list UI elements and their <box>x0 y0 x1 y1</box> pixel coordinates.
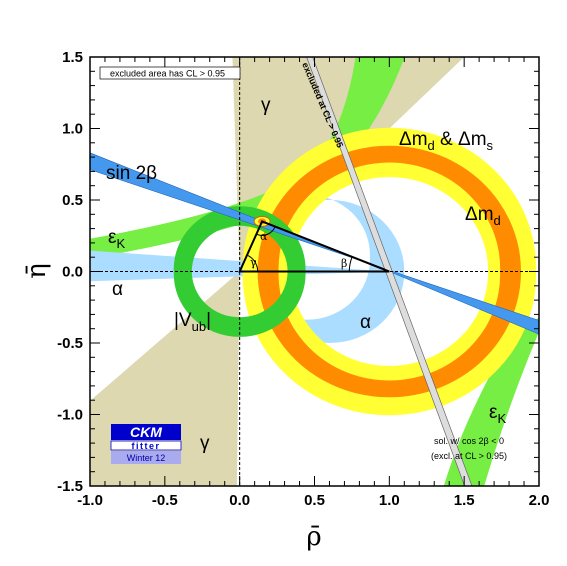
y-tick-labels: 1.5 1.0 0.5 0.0 -0.5 -1.0 -1.5 <box>57 49 83 495</box>
x-tick-label: 2.0 <box>529 492 550 509</box>
dmd-dms-label: Δmd & Δms <box>399 129 494 153</box>
epsk-label-left: εK <box>108 227 125 251</box>
axis-ticks <box>89 56 540 487</box>
dmd-label: Δmd <box>465 204 501 228</box>
logo-ckm-text: CKM <box>130 424 162 440</box>
alpha-label-right: α <box>360 312 371 333</box>
excluded-area-text: excluded area has CL > 0.95 <box>110 69 225 79</box>
epsk-label-right: εK <box>489 402 506 426</box>
beta-angle-arc <box>348 256 353 272</box>
logo-fitter-text: fitter <box>132 441 161 451</box>
sin2beta-label: sin 2β <box>106 163 157 184</box>
gamma-angle-arc <box>246 254 259 272</box>
y-tick-label: 0.5 <box>62 192 83 209</box>
y-tick-label: -1.0 <box>57 407 83 424</box>
x-tick-label: 0.5 <box>304 492 325 509</box>
alpha-label-left: α <box>112 279 123 300</box>
excluded-area-note: excluded area has CL > 0.95 <box>99 66 241 80</box>
alpha-angle-arc <box>256 226 276 236</box>
y-tick-label: 1.5 <box>62 49 83 66</box>
x-tick-label: 1.5 <box>454 492 475 509</box>
sol-note-line1: sol. w/ cos 2β < 0 <box>434 436 504 446</box>
ckmfitter-logo: CKM fitter Winter 12 <box>110 424 182 464</box>
x-axis-label: ρ̄ <box>306 522 321 552</box>
y-tick-label: -0.5 <box>57 335 83 352</box>
dmd-ring <box>242 127 537 416</box>
x-tick-label: -0.5 <box>152 492 178 509</box>
triangle-beta-label: β <box>341 257 347 270</box>
gamma-label-top: γ <box>261 95 271 116</box>
epsk-region-lower <box>443 317 539 486</box>
sin2beta-band <box>90 152 539 335</box>
y-tick-label: 1.0 <box>62 121 83 138</box>
gamma-label-bottom: γ <box>200 433 210 454</box>
alpha-region-wedge <box>90 250 390 282</box>
x-tick-label: -1.0 <box>77 492 103 509</box>
x-tick-label: 0.0 <box>229 492 250 509</box>
x-tick-label: 1.0 <box>379 492 400 509</box>
sol-note-line2: (excl. at CL > 0.95) <box>431 451 507 461</box>
vub-label: |Vub| <box>174 310 211 334</box>
x-tick-labels: -1.0 -0.5 0.0 0.5 1.0 1.5 2.0 <box>77 492 549 509</box>
logo-edition-text: Winter 12 <box>127 453 166 463</box>
y-tick-label: -1.5 <box>57 478 83 495</box>
unitarity-triangle <box>238 220 390 273</box>
y-axis-label: η̄ <box>22 263 52 279</box>
triangle-gamma-label: γ <box>250 256 257 269</box>
alpha-region-ring <box>244 194 405 344</box>
triangle-alpha-label: α <box>260 230 268 243</box>
y-tick-label: 0.0 <box>62 264 83 281</box>
